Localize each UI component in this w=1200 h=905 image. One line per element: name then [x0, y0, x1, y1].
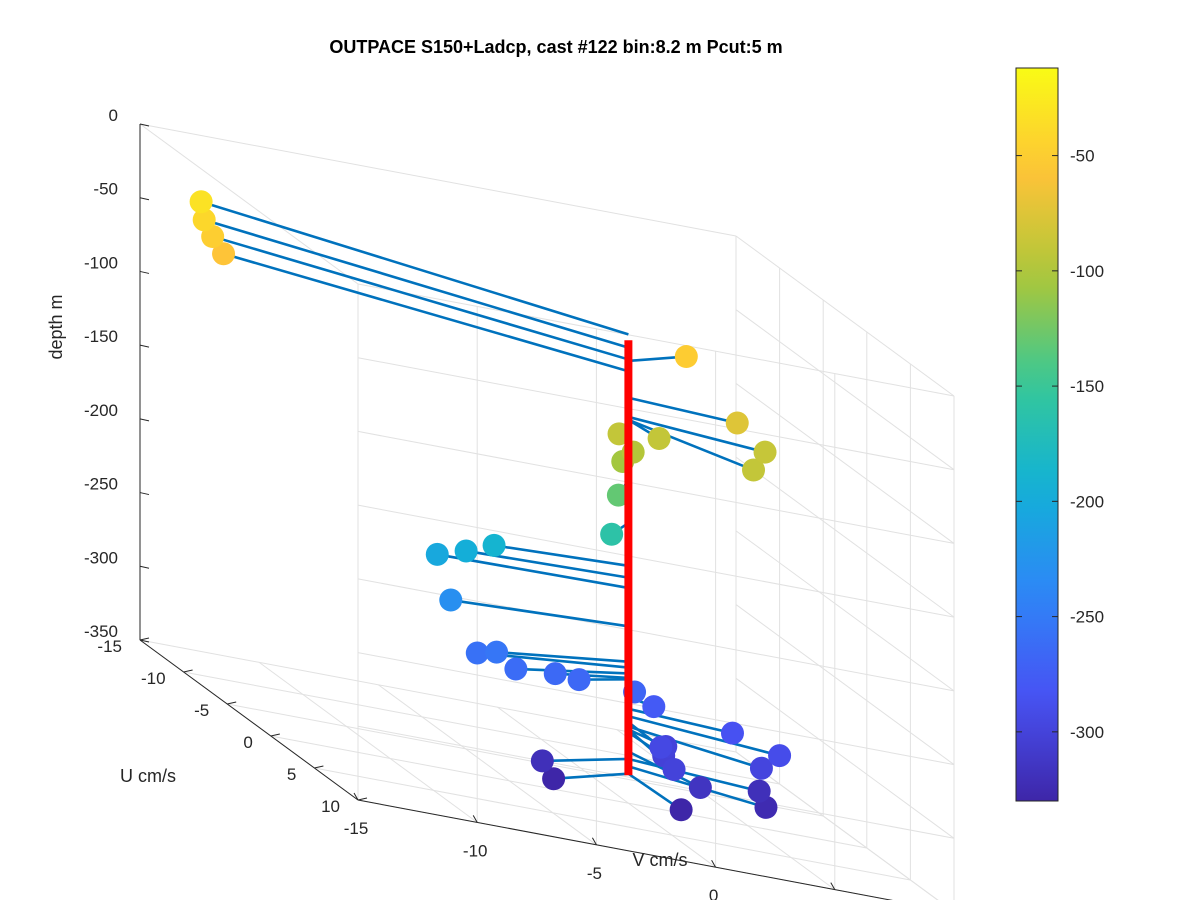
z-tick-label: -300	[84, 548, 118, 567]
data-point	[531, 749, 554, 772]
grid-line-side-z	[736, 236, 954, 396]
vector-line	[204, 220, 628, 348]
data-point	[483, 534, 506, 557]
y-tick-label: 0	[243, 733, 252, 752]
data-point	[721, 722, 744, 745]
z-tick-mark	[140, 271, 149, 273]
data-layer	[190, 190, 791, 821]
data-point	[689, 776, 712, 799]
colorbar-tick-label: -150	[1070, 377, 1104, 396]
data-point	[675, 345, 698, 368]
vector-lines	[201, 202, 779, 810]
data-point	[748, 780, 771, 803]
colorbar-gradient	[1016, 68, 1058, 801]
z-tick-mark	[140, 493, 149, 495]
data-point	[768, 744, 791, 767]
y-tick-label: 5	[287, 765, 296, 784]
data-point	[544, 662, 567, 685]
data-point	[649, 736, 672, 759]
colorbar-tick-label: -300	[1070, 723, 1104, 742]
y-tick-mark	[314, 766, 323, 768]
y-tick-mark	[271, 734, 280, 736]
box-edge	[140, 124, 736, 236]
y-tick-mark	[358, 798, 367, 800]
data-point	[726, 411, 749, 434]
y-tick-label: 10	[321, 797, 340, 816]
x-tick-label: -10	[463, 841, 488, 860]
grid-line-floor-u	[314, 768, 910, 880]
data-point	[190, 190, 213, 213]
grid-line-floor-u	[184, 672, 780, 784]
data-point	[568, 668, 591, 691]
z-axis-label: depth m	[46, 294, 66, 359]
y-tick-label: -5	[194, 701, 209, 720]
data-point	[455, 539, 478, 562]
data-point	[754, 441, 777, 464]
z-tick-label: 0	[109, 106, 118, 125]
y-tick-mark	[184, 670, 193, 672]
colorbar-tick-label: -50	[1070, 147, 1095, 166]
grid-line-back-z	[358, 284, 954, 396]
vector-line	[213, 237, 629, 360]
x-tick-label: -15	[344, 819, 369, 838]
chart-title: OUTPACE S150+Ladcp, cast #122 bin:8.2 m …	[329, 37, 782, 57]
x-tick-label: 0	[709, 886, 718, 900]
colorbar-tick-label: -100	[1070, 262, 1104, 281]
y-axis-label: U cm/s	[120, 766, 176, 786]
z-tick-label: -150	[84, 327, 118, 346]
tick-layer: -15-10-50510-15-10-505100-50-100-150-200…	[84, 106, 961, 900]
z-tick-mark	[140, 198, 149, 200]
data-point	[642, 695, 665, 718]
data-point	[600, 523, 623, 546]
z-tick-label: -100	[84, 253, 118, 272]
z-tick-label: -350	[84, 622, 118, 641]
data-point	[439, 589, 462, 612]
colorbar-tick-label: -250	[1070, 608, 1104, 627]
z-tick-label: -250	[84, 475, 118, 494]
grid-line-back-z	[358, 358, 954, 470]
data-point	[426, 543, 449, 566]
vector-line	[201, 202, 628, 335]
data-point	[670, 798, 693, 821]
z-tick-label: -200	[84, 401, 118, 420]
y-tick-mark	[227, 702, 236, 704]
z-tick-label: -50	[93, 180, 118, 199]
colorbar: -50 -100 -150 -200 -250 -300	[1016, 68, 1104, 801]
y-tick-label: -10	[141, 669, 166, 688]
y-tick-mark	[140, 638, 149, 640]
data-point	[485, 641, 508, 664]
z-tick-mark	[140, 345, 149, 347]
data-point	[663, 758, 686, 781]
data-point	[648, 427, 671, 450]
x-axis-label: V cm/s	[632, 850, 687, 870]
z-tick-mark	[140, 566, 149, 568]
vector-line	[494, 545, 628, 565]
colorbar-tick-label: -200	[1070, 492, 1104, 511]
x-tick-label: -5	[587, 864, 602, 883]
data-point	[504, 657, 527, 680]
z-tick-mark	[140, 419, 149, 421]
vector-line	[542, 759, 628, 761]
